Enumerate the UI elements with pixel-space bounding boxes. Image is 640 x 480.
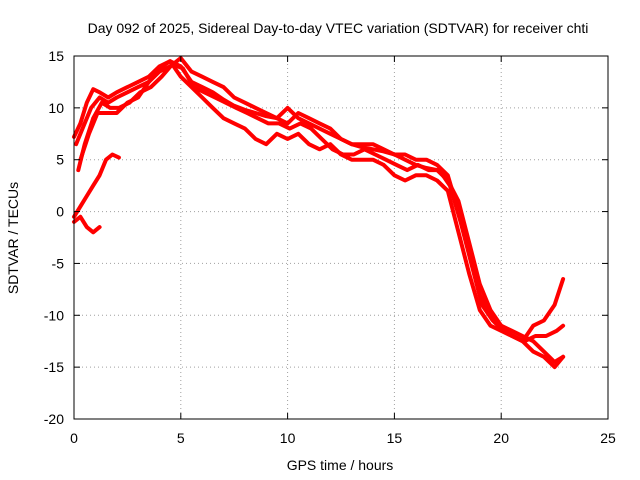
x-tick-label: 0 (70, 430, 78, 446)
y-axis-label: SDTVAR / TECUs (5, 182, 21, 294)
y-tick-label: 10 (48, 100, 64, 116)
series-line-track-c (76, 62, 566, 344)
plot-frame (73, 55, 609, 420)
y-tick-label: -10 (44, 307, 64, 323)
x-tick-label: 10 (280, 430, 296, 446)
y-tick-label: 5 (56, 152, 64, 168)
series-line-track-f (72, 214, 102, 235)
x-tick-label: 15 (387, 430, 403, 446)
series-line-track-d (78, 59, 566, 370)
series-line-track-e (72, 152, 121, 219)
x-axis-label: GPS time / hours (287, 457, 394, 473)
series-line-track-b (74, 56, 566, 344)
x-tick-label: 20 (493, 430, 509, 446)
y-tick-label: -15 (44, 359, 64, 375)
y-tick-label: 15 (48, 48, 64, 64)
y-tick-label: -20 (44, 411, 64, 427)
y-tick-label: 0 (56, 204, 64, 220)
chart-title: Day 092 of 2025, Sidereal Day-to-day VTE… (88, 20, 589, 36)
x-tick-label: 25 (600, 430, 616, 446)
y-tick-label: -5 (52, 255, 65, 271)
series-line-track-a (72, 59, 566, 364)
x-tick-label: 5 (177, 430, 185, 446)
